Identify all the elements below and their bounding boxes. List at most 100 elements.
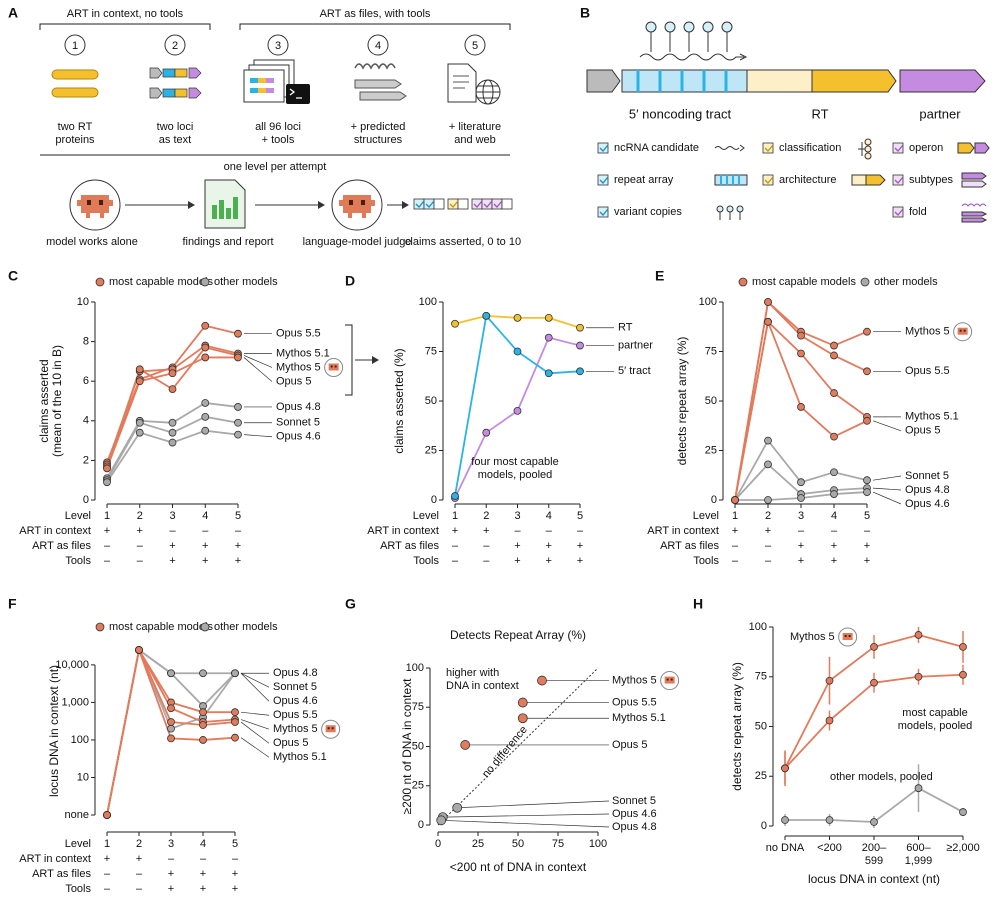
badge-eye (327, 727, 330, 730)
condition-mark: – (577, 525, 584, 537)
step-number: 1 (72, 40, 78, 52)
y-tick-label: 4 (83, 415, 89, 427)
data-point (103, 811, 111, 819)
leader-line (243, 434, 273, 438)
flow-label: model works alone (46, 236, 138, 248)
data-point (452, 802, 463, 813)
panel-a: A ART in context, no tools ART as files,… (8, 5, 521, 248)
data-point (959, 670, 967, 679)
legend-marker (860, 277, 870, 287)
data-point (576, 341, 584, 350)
data-point (914, 672, 923, 681)
x-tick-label: 4 (200, 838, 206, 850)
x-tick-label: 2 (765, 510, 771, 522)
series-label: Opus 4.6 (905, 498, 950, 510)
series-label-line: most capable (902, 707, 967, 719)
legend-item: repeat array (614, 174, 674, 186)
y-tick-label: 50 (755, 720, 767, 732)
caption-line: two loci (157, 121, 194, 133)
data-point (797, 494, 805, 502)
panel-b: B 5′ noncoding tract RT partner ncRNA ca… (580, 5, 990, 223)
condition-mark: – (452, 540, 459, 552)
data-point (517, 697, 528, 708)
condition-mark: + (235, 555, 241, 567)
condition-name: ART in context (19, 853, 91, 865)
x-tick-label: 4 (202, 510, 208, 522)
y-tick-label: 2 (83, 454, 89, 466)
condition-mark: – (831, 525, 838, 537)
condition-mark: + (483, 525, 489, 537)
x-tick-label: 3 (169, 510, 175, 522)
legend-marker (95, 277, 105, 287)
series-line (106, 429, 239, 483)
x-tick-label: 1 (104, 838, 110, 850)
condition-mark: – (765, 540, 772, 552)
bracket (239, 23, 511, 30)
y-tick-label: 1,000 (61, 696, 89, 708)
data-point (201, 353, 210, 362)
x-tick-label: 2 (136, 838, 142, 850)
data-point (482, 428, 491, 437)
data-point (234, 430, 242, 439)
legend-icons (714, 138, 990, 223)
series-label: Sonnet 5 (905, 470, 949, 482)
data-point (201, 412, 210, 421)
data-point (167, 718, 175, 726)
annotation: higher with DNA in context (446, 667, 519, 692)
step-caption: + literature and web (449, 121, 501, 146)
data-point (825, 816, 834, 824)
series-label: Opus 5 (905, 425, 940, 437)
y-tick-label: 6 (83, 375, 89, 387)
x-tick-label: <200 (817, 842, 842, 854)
gene-track (586, 21, 986, 93)
x-axis-title: <200 nt of DNA in context (450, 860, 587, 874)
condition-mark: – (104, 868, 111, 880)
y-tick-label: none (65, 809, 89, 821)
data-point (201, 399, 210, 407)
bracket (39, 23, 211, 30)
data-point (825, 676, 834, 685)
legend-item: subtypes (909, 174, 954, 186)
chart-title: Detects Repeat Array (%) (450, 628, 586, 642)
y-axis-title: locus DNA in context (nt) (47, 665, 61, 797)
data-point (830, 490, 838, 498)
series-label: Mythos 5.1 (276, 347, 330, 359)
annotation-line: DNA in context (446, 680, 519, 692)
condition-mark: + (202, 540, 208, 552)
data-point (234, 329, 242, 338)
identity-line (437, 667, 599, 826)
annotation-line: four most capable (471, 456, 558, 468)
x-tick-label: 3 (514, 510, 520, 522)
data-point (764, 298, 772, 306)
model-badge (838, 627, 858, 647)
y-tick-label: 10 (77, 296, 89, 308)
legend-label: other models (874, 276, 938, 288)
flow-label: findings and report (182, 236, 273, 248)
condition-mark: – (483, 555, 490, 567)
data-point (460, 740, 471, 750)
point-label: Opus 4.6 (612, 808, 657, 820)
legend-label: most capable models (752, 276, 856, 288)
caption-line: + predicted (351, 121, 406, 133)
x-tick-label: 2 (483, 510, 489, 522)
condition-mark: – (732, 540, 739, 552)
legend-label: most capable models (109, 276, 213, 288)
panel-label: E (655, 268, 664, 284)
data-point (830, 351, 838, 360)
data-point (870, 678, 878, 687)
condition-mark: + (104, 853, 110, 865)
point-label: Sonnet 5 (612, 795, 656, 807)
condition-mark: – (169, 525, 176, 537)
series-line (734, 319, 868, 501)
condition-mark: – (798, 525, 805, 537)
step-caption: two RT proteins (55, 121, 95, 146)
data-point (135, 646, 143, 654)
y-tick-label: 0 (761, 820, 767, 832)
data-point (201, 426, 210, 435)
legend-marker (200, 277, 210, 287)
data-point (135, 428, 144, 437)
series-label: Mythos 5.1 (905, 411, 959, 423)
condition-mark: – (235, 525, 242, 537)
legend-label: other models (214, 276, 278, 288)
x-tick-label: 75 (552, 838, 564, 850)
